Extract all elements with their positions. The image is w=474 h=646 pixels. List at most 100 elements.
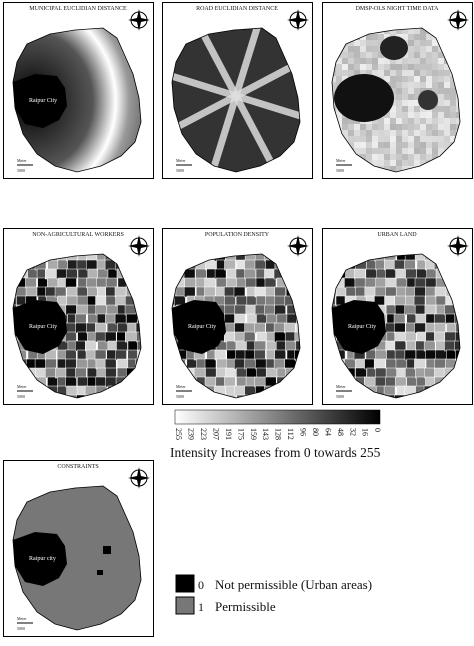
village bbox=[224, 377, 235, 387]
pixel bbox=[444, 76, 450, 82]
pixel bbox=[372, 34, 378, 40]
village bbox=[434, 359, 445, 369]
pixel bbox=[408, 46, 414, 52]
pixel bbox=[432, 58, 438, 64]
pixel bbox=[384, 130, 390, 136]
village bbox=[98, 269, 109, 279]
pixel bbox=[372, 40, 378, 46]
village bbox=[65, 332, 76, 342]
pixel bbox=[414, 70, 420, 76]
panel-title: DMSP-OLS NIGHT TIME DATA bbox=[356, 6, 439, 12]
village bbox=[234, 314, 245, 324]
pixel bbox=[420, 112, 426, 118]
village bbox=[78, 332, 89, 342]
village bbox=[344, 278, 355, 288]
pixel bbox=[396, 94, 402, 100]
village bbox=[45, 404, 56, 414]
village bbox=[245, 323, 256, 333]
pixel bbox=[408, 148, 414, 154]
village bbox=[126, 314, 137, 324]
village bbox=[56, 269, 67, 279]
village bbox=[386, 404, 397, 414]
scale-unit: Meter bbox=[176, 158, 186, 163]
pixel bbox=[372, 136, 378, 142]
pixel bbox=[348, 70, 354, 76]
pixel bbox=[450, 100, 456, 106]
village bbox=[225, 314, 236, 324]
village bbox=[75, 341, 86, 351]
village bbox=[76, 323, 87, 333]
village bbox=[95, 350, 106, 360]
pixel bbox=[396, 124, 402, 130]
pixel bbox=[420, 118, 426, 124]
colorbar-tick: 64 bbox=[323, 428, 332, 436]
village bbox=[224, 287, 235, 297]
pixel bbox=[360, 142, 366, 148]
village bbox=[205, 278, 216, 288]
pixel bbox=[378, 124, 384, 130]
village bbox=[194, 368, 205, 378]
pixel bbox=[414, 142, 420, 148]
pixel bbox=[396, 70, 402, 76]
pixel bbox=[366, 64, 372, 70]
village bbox=[96, 296, 107, 306]
village bbox=[236, 341, 247, 351]
pixel bbox=[408, 76, 414, 82]
pixel bbox=[348, 130, 354, 136]
pixel bbox=[354, 46, 360, 52]
village bbox=[247, 314, 258, 324]
village bbox=[395, 332, 406, 342]
village bbox=[434, 368, 445, 378]
pixel bbox=[396, 154, 402, 160]
pixel bbox=[336, 184, 342, 190]
pixel bbox=[420, 76, 426, 82]
village bbox=[18, 404, 29, 414]
village bbox=[77, 296, 88, 306]
village bbox=[48, 260, 59, 270]
village bbox=[385, 377, 396, 387]
village bbox=[275, 350, 286, 360]
pixel bbox=[402, 58, 408, 64]
village bbox=[224, 332, 235, 342]
village bbox=[117, 359, 128, 369]
pixel bbox=[366, 124, 372, 130]
pixel bbox=[360, 184, 366, 190]
village bbox=[375, 377, 386, 387]
pixel bbox=[354, 124, 360, 130]
village bbox=[45, 269, 56, 279]
pixel bbox=[432, 124, 438, 130]
village bbox=[75, 314, 86, 324]
pixel bbox=[408, 34, 414, 40]
village bbox=[424, 341, 435, 351]
village bbox=[184, 287, 195, 297]
village bbox=[234, 287, 245, 297]
pixel bbox=[390, 160, 396, 166]
pixel bbox=[408, 100, 414, 106]
pixel bbox=[414, 82, 420, 88]
village bbox=[365, 359, 376, 369]
colorbar-tick: 48 bbox=[336, 428, 345, 436]
pixel bbox=[360, 148, 366, 154]
pixel bbox=[462, 184, 468, 190]
pixel bbox=[426, 46, 432, 52]
pixel bbox=[426, 142, 432, 148]
village bbox=[427, 404, 438, 414]
pixel bbox=[432, 130, 438, 136]
pixel bbox=[348, 46, 354, 52]
village bbox=[45, 287, 56, 297]
pixel bbox=[384, 148, 390, 154]
village bbox=[216, 278, 227, 288]
pixel bbox=[360, 124, 366, 130]
pixel bbox=[414, 88, 420, 94]
pixel bbox=[450, 118, 456, 124]
pixel bbox=[396, 76, 402, 82]
pixel bbox=[420, 58, 426, 64]
pixel bbox=[408, 70, 414, 76]
village bbox=[75, 368, 86, 378]
pixel bbox=[378, 136, 384, 142]
pixel bbox=[444, 70, 450, 76]
pixel bbox=[444, 82, 450, 88]
village bbox=[415, 278, 426, 288]
village bbox=[36, 404, 47, 414]
